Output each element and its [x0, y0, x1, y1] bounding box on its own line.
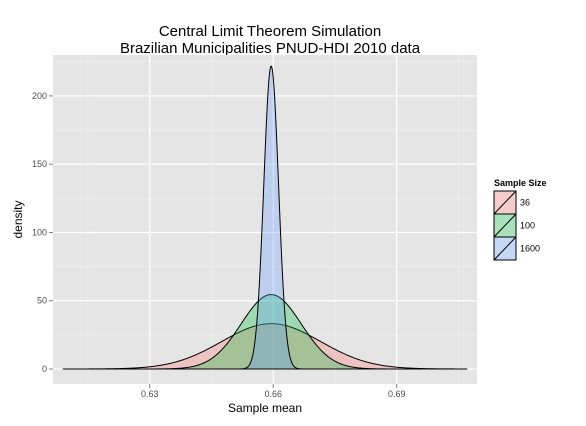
y-tick-label: 50	[37, 296, 47, 306]
chart-title-line-2: Brazilian Municipalities PNUD-HDI 2010 d…	[120, 40, 421, 57]
legend-label: 1600	[520, 244, 540, 254]
y-tick-label: 200	[32, 91, 47, 101]
y-tick-label: 100	[32, 227, 47, 237]
x-axis-title: Sample mean	[228, 401, 302, 415]
chart-title-line-1: Central Limit Theorem Simulation	[159, 23, 381, 40]
y-axis-title: density	[11, 200, 25, 238]
x-tick-label: 0.63	[141, 389, 159, 399]
legend-title: Sample Size	[494, 178, 547, 188]
x-tick-label: 0.66	[264, 389, 282, 399]
y-tick-label: 0	[42, 364, 47, 374]
legend-label: 100	[520, 221, 535, 231]
x-tick-label: 0.69	[388, 389, 406, 399]
legend-label: 36	[520, 198, 530, 208]
y-tick-label: 150	[32, 159, 47, 169]
